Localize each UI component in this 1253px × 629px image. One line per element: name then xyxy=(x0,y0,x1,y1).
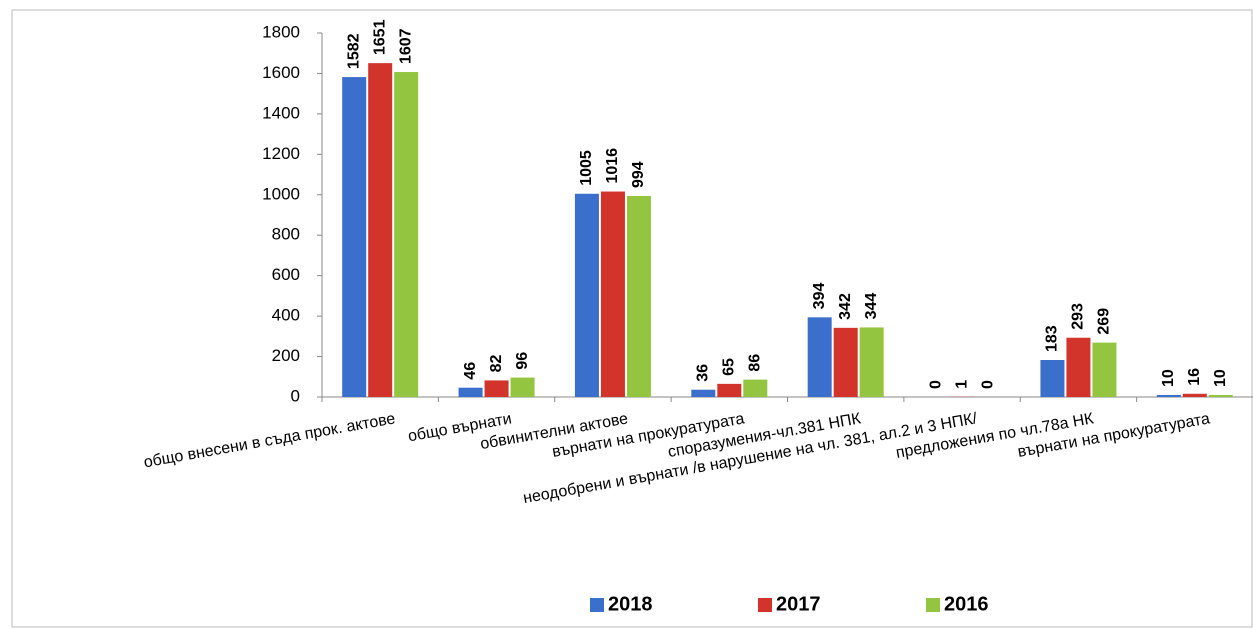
bar xyxy=(574,193,599,397)
data-label: 10 xyxy=(1212,369,1229,387)
bar xyxy=(717,383,742,397)
y-tick-label: 600 xyxy=(272,265,300,284)
bar xyxy=(807,317,832,397)
data-label: 36 xyxy=(695,364,712,382)
data-label: 1005 xyxy=(578,150,595,186)
data-label: 1582 xyxy=(345,33,362,69)
bar xyxy=(394,72,419,397)
x-tick-label: общо внесени в съда прок. актове xyxy=(142,410,396,471)
data-label: 344 xyxy=(863,293,880,320)
bar xyxy=(691,389,716,397)
legend-label: 2016 xyxy=(944,593,989,615)
bar xyxy=(1156,394,1181,397)
bar xyxy=(1066,337,1091,397)
legend-label: 2017 xyxy=(776,593,821,615)
data-label: 16 xyxy=(1186,368,1203,386)
data-label: 10 xyxy=(1160,369,1177,387)
bar xyxy=(743,379,768,397)
y-tick-label: 1400 xyxy=(262,103,300,122)
data-label: 1651 xyxy=(371,19,388,55)
bar xyxy=(1092,342,1117,397)
data-label: 269 xyxy=(1096,308,1113,335)
data-label: 0 xyxy=(927,380,944,389)
bar xyxy=(833,327,858,397)
bar xyxy=(859,327,884,397)
bar xyxy=(510,377,535,397)
bar xyxy=(626,195,651,397)
bar xyxy=(458,387,483,397)
data-label: 46 xyxy=(462,362,479,380)
bar xyxy=(484,380,509,397)
legend-swatch xyxy=(926,598,940,612)
bar xyxy=(1040,359,1065,397)
chart-frame xyxy=(11,9,1253,628)
y-tick-label: 200 xyxy=(272,346,300,365)
legend-swatch xyxy=(758,598,772,612)
bar xyxy=(600,191,625,397)
data-label: 293 xyxy=(1070,303,1087,330)
bar xyxy=(1182,393,1207,397)
y-tick-label: 1200 xyxy=(262,144,300,163)
y-tick-label: 800 xyxy=(272,225,300,244)
y-tick-label: 1600 xyxy=(262,63,300,82)
bar xyxy=(1208,394,1233,397)
legend-swatch xyxy=(590,598,604,612)
y-tick-label: 1000 xyxy=(262,184,300,203)
data-label: 1016 xyxy=(604,148,621,184)
data-label: 0 xyxy=(979,380,996,389)
bar xyxy=(342,77,367,397)
data-label: 342 xyxy=(837,293,854,320)
data-label: 1607 xyxy=(397,28,414,64)
data-label: 994 xyxy=(630,161,647,188)
legend-label: 2018 xyxy=(608,593,653,615)
bar xyxy=(368,63,393,398)
data-label: 96 xyxy=(514,352,531,370)
y-tick-label: 400 xyxy=(272,306,300,325)
data-label: 394 xyxy=(811,283,828,310)
data-label: 86 xyxy=(747,354,764,372)
data-label: 82 xyxy=(488,355,505,373)
data-label: 183 xyxy=(1044,325,1061,352)
y-tick-label: 0 xyxy=(291,386,300,405)
data-label: 65 xyxy=(721,358,738,376)
y-tick-label: 1800 xyxy=(262,22,300,41)
data-label: 1 xyxy=(953,380,970,389)
